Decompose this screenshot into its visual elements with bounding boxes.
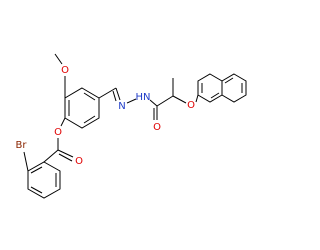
atom-label: O [75,156,83,167]
atom-label: HN [136,92,151,103]
bond [60,117,66,127]
bond [195,94,199,103]
atom-label: O [61,65,69,76]
ring [27,161,61,199]
bond [23,151,29,172]
atom-label: O [153,122,161,133]
atom-label: N [118,101,125,112]
bond [57,149,74,158]
bond [43,149,59,163]
ring [64,87,100,129]
bond [172,95,187,104]
bond [54,53,63,65]
ring [221,73,247,103]
atom-label: O [187,100,195,111]
bond [30,166,43,174]
atom-label: O [54,127,62,138]
bond [224,77,234,84]
molecule: O O O Br N HN O O [16,53,247,199]
bond [83,92,96,101]
bond [58,153,73,162]
bond [98,87,117,99]
bond [83,115,96,124]
bond [115,87,121,101]
bonds [23,53,247,199]
bond [149,99,158,107]
bond [156,95,174,107]
atom-label: Br [16,140,28,151]
bond [126,98,137,104]
bond [210,92,220,99]
bond [30,186,43,194]
bond [112,90,117,102]
